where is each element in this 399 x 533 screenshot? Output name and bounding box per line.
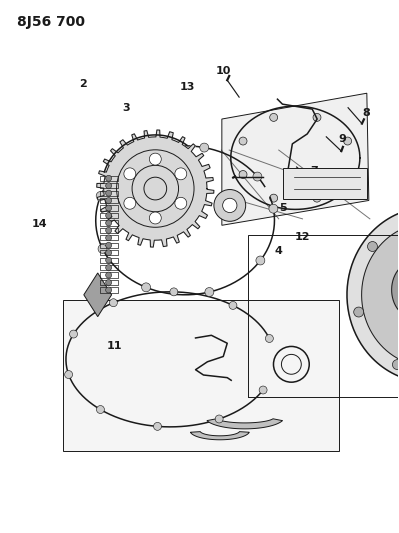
Circle shape <box>106 198 112 204</box>
Circle shape <box>106 250 112 256</box>
Circle shape <box>98 244 107 253</box>
Text: 10: 10 <box>215 66 231 76</box>
Polygon shape <box>190 432 249 440</box>
Circle shape <box>97 406 105 414</box>
Circle shape <box>124 197 136 209</box>
Circle shape <box>367 241 377 252</box>
Circle shape <box>106 205 112 211</box>
Circle shape <box>106 190 112 196</box>
Circle shape <box>106 243 112 248</box>
Circle shape <box>223 198 237 213</box>
Circle shape <box>269 204 278 213</box>
Text: 8: 8 <box>362 108 370 118</box>
Circle shape <box>175 197 187 209</box>
Circle shape <box>200 143 209 152</box>
Circle shape <box>154 422 162 430</box>
Text: 3: 3 <box>122 103 130 112</box>
Circle shape <box>265 335 273 343</box>
Circle shape <box>65 370 73 378</box>
Circle shape <box>106 228 112 233</box>
Text: 13: 13 <box>180 82 195 92</box>
Bar <box>63 300 339 451</box>
Text: 11: 11 <box>107 341 122 351</box>
Text: 6: 6 <box>190 166 198 176</box>
Circle shape <box>256 256 265 265</box>
Circle shape <box>106 257 112 263</box>
Circle shape <box>239 171 247 179</box>
Circle shape <box>313 194 321 202</box>
Circle shape <box>137 151 146 160</box>
Circle shape <box>229 302 237 309</box>
FancyBboxPatch shape <box>283 168 367 199</box>
Circle shape <box>109 298 117 306</box>
Circle shape <box>106 213 112 219</box>
Text: 5: 5 <box>279 203 286 213</box>
Circle shape <box>106 279 112 286</box>
Circle shape <box>142 283 150 292</box>
Circle shape <box>259 386 267 394</box>
Text: 8J56 700: 8J56 700 <box>17 15 85 29</box>
Text: 4: 4 <box>275 246 282 256</box>
Polygon shape <box>222 93 369 225</box>
Circle shape <box>106 175 112 181</box>
Circle shape <box>354 307 363 317</box>
Circle shape <box>270 194 278 202</box>
Text: 9: 9 <box>338 134 346 144</box>
Circle shape <box>149 212 161 224</box>
Circle shape <box>69 330 77 338</box>
Circle shape <box>170 288 178 296</box>
Circle shape <box>96 191 105 200</box>
Circle shape <box>205 287 214 296</box>
Polygon shape <box>392 262 399 318</box>
Polygon shape <box>97 130 214 247</box>
Circle shape <box>239 137 247 145</box>
Circle shape <box>214 190 246 221</box>
Circle shape <box>106 235 112 241</box>
Polygon shape <box>207 419 282 429</box>
Circle shape <box>253 172 262 181</box>
Circle shape <box>106 183 112 189</box>
Bar <box>248 235 399 397</box>
Circle shape <box>106 287 112 293</box>
Circle shape <box>344 171 352 179</box>
Circle shape <box>270 114 278 122</box>
Text: 14: 14 <box>31 219 47 229</box>
Polygon shape <box>84 273 112 317</box>
Circle shape <box>106 272 112 278</box>
Text: 12: 12 <box>294 232 310 243</box>
Circle shape <box>106 220 112 226</box>
Circle shape <box>313 114 321 122</box>
Circle shape <box>344 137 352 145</box>
Text: 7: 7 <box>310 166 318 176</box>
Circle shape <box>149 153 161 165</box>
Circle shape <box>106 265 112 271</box>
Polygon shape <box>347 207 399 382</box>
Polygon shape <box>361 223 399 367</box>
Circle shape <box>215 415 223 423</box>
Text: 2: 2 <box>79 79 87 89</box>
Circle shape <box>124 168 136 180</box>
Circle shape <box>392 360 399 369</box>
Circle shape <box>175 168 187 180</box>
